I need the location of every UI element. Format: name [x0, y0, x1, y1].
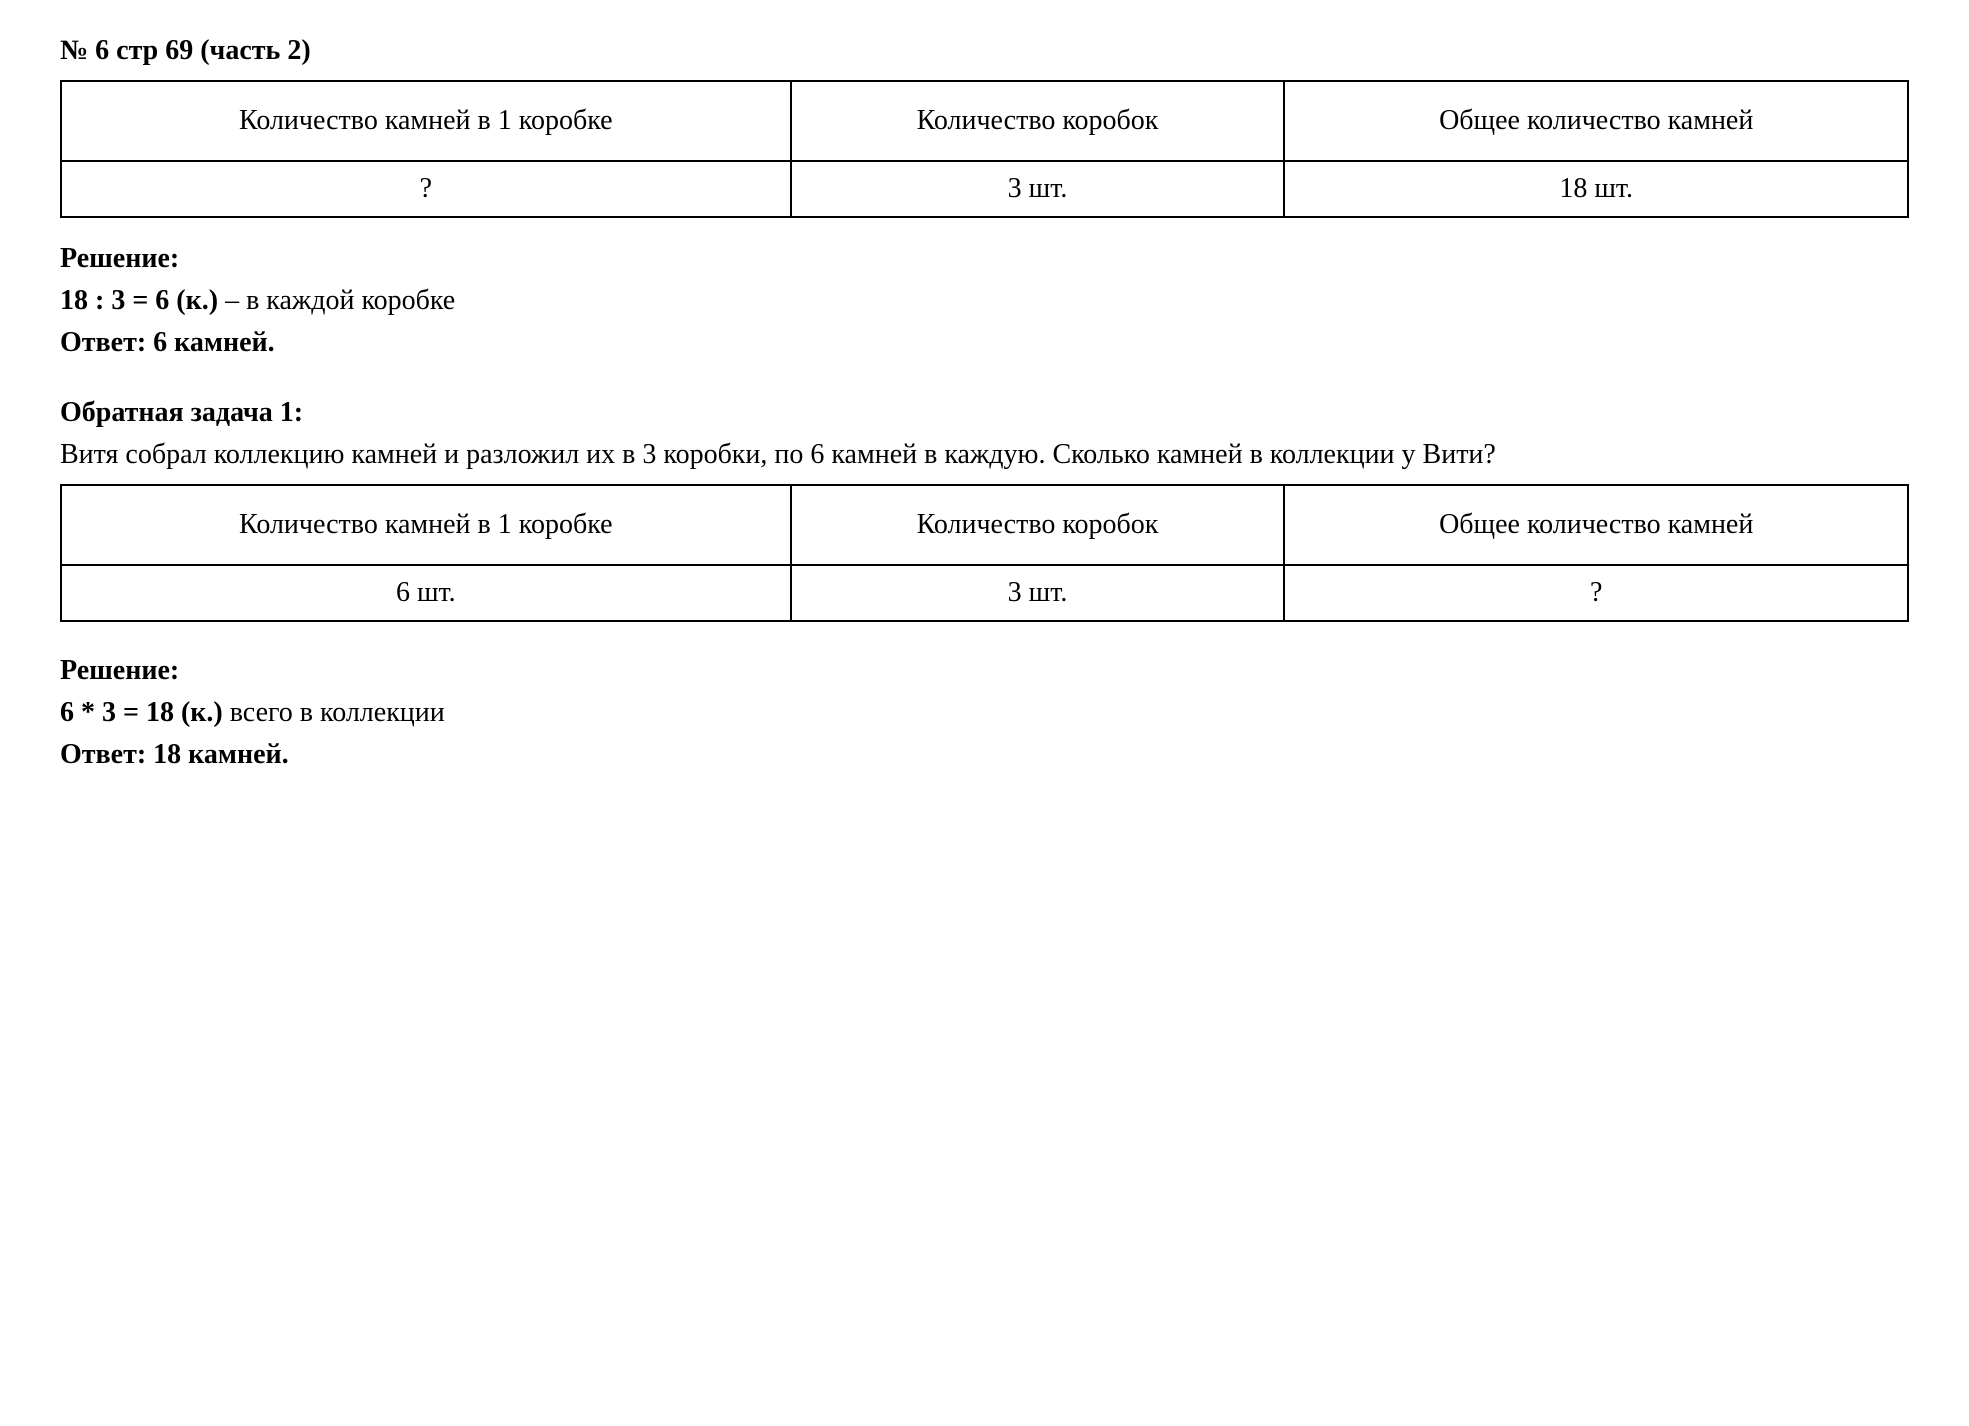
table-header-cell: Общее количество камней — [1284, 81, 1908, 161]
table-header-row: Количество камней в 1 коробке Количество… — [61, 81, 1908, 161]
table-header-cell: Количество коробок — [791, 485, 1285, 565]
answer-label: Ответ: 18 камней. — [60, 734, 1909, 776]
reverse-text: Витя собрал коллекцию камней и разложил … — [60, 434, 1909, 476]
solution-label: Решение: — [60, 238, 1909, 280]
table-cell: 3 шт. — [791, 565, 1285, 621]
answer-label: Ответ: 6 камней. — [60, 322, 1909, 364]
solution-calc: 18 : 3 = 6 (к.) — [60, 285, 218, 316]
table-cell: 3 шт. — [791, 161, 1285, 217]
solution-label: Решение: — [60, 650, 1909, 692]
table-cell: 18 шт. — [1284, 161, 1908, 217]
table-2: Количество камней в 1 коробке Количество… — [60, 484, 1909, 622]
table-header-cell: Количество коробок — [791, 81, 1285, 161]
table-header-cell: Количество камней в 1 коробке — [61, 81, 791, 161]
solution-desc: – в каждой коробке — [218, 285, 455, 316]
table-header-cell: Количество камней в 1 коробке — [61, 485, 791, 565]
solution-line: 6 * 3 = 18 (к.) всего в коллекции — [60, 692, 1909, 734]
table-row: ? 3 шт. 18 шт. — [61, 161, 1908, 217]
table-header-cell: Общее количество камней — [1284, 485, 1908, 565]
table-cell: 6 шт. — [61, 565, 791, 621]
table-header-row: Количество камней в 1 коробке Количество… — [61, 485, 1908, 565]
table-cell: ? — [61, 161, 791, 217]
solution-1: Решение: 18 : 3 = 6 (к.) – в каждой коро… — [60, 238, 1909, 364]
solution-line: 18 : 3 = 6 (к.) – в каждой коробке — [60, 280, 1909, 322]
solution-calc: 6 * 3 = 18 (к.) — [60, 697, 223, 728]
reverse-problem: Обратная задача 1: Витя собрал коллекцию… — [60, 392, 1909, 622]
solution-desc: всего в коллекции — [223, 697, 445, 728]
table-row: 6 шт. 3 шт. ? — [61, 565, 1908, 621]
table-cell: ? — [1284, 565, 1908, 621]
reverse-heading: Обратная задача 1: — [60, 392, 1909, 434]
page-title: № 6 стр 69 (часть 2) — [60, 30, 1909, 72]
solution-2: Решение: 6 * 3 = 18 (к.) всего в коллекц… — [60, 650, 1909, 776]
table-1: Количество камней в 1 коробке Количество… — [60, 80, 1909, 218]
